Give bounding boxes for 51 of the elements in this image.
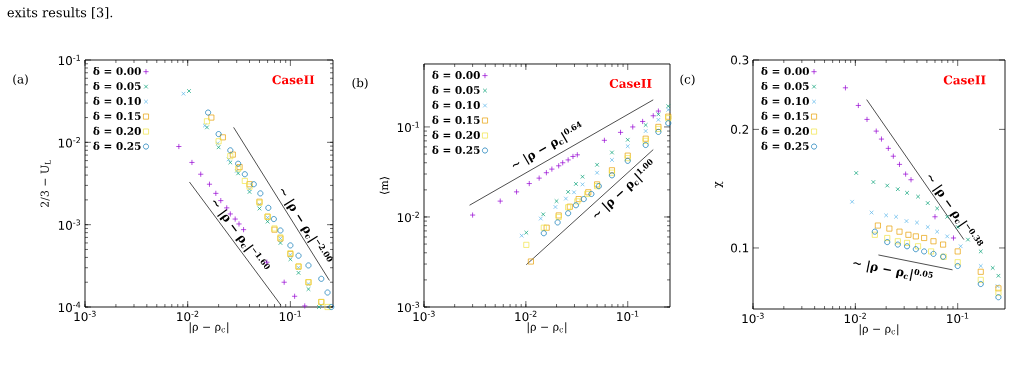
x-tick-label: 10$^{-3}$ bbox=[413, 310, 435, 322]
y-tick-label: 10$^{-4}$ bbox=[58, 301, 81, 313]
annotation: CaseII bbox=[609, 78, 652, 88]
y-tick-label: 10$^{-3}$ bbox=[58, 219, 81, 230]
text: exits results [3]. bbox=[7, 7, 113, 19]
annotation: CaseII bbox=[943, 75, 986, 85]
legend-label: δ = 0.00 bbox=[432, 70, 480, 79]
x-tick-label: 10$^{-2}$ bbox=[515, 310, 537, 322]
y-axis-title: 2/3 − U$_{L}$ bbox=[40, 159, 51, 208]
legend-label: δ = 0.25 bbox=[432, 145, 480, 154]
legend-label: δ = 0.10 bbox=[93, 96, 141, 106]
x-tick-label: 10$^{-2}$ bbox=[177, 310, 199, 322]
legend-label: δ = 0.00 bbox=[761, 66, 809, 76]
annotation: CaseII bbox=[272, 75, 315, 85]
legend-label: δ = 0.05 bbox=[432, 85, 480, 94]
y-axis-title: ⟨m⟩ bbox=[379, 177, 390, 194]
legend-label: δ = 0.10 bbox=[761, 96, 809, 106]
x-axis-title: |ρ − ρ$_{c}$| bbox=[189, 322, 229, 334]
y-tick-label: 10$^{-2}$ bbox=[397, 211, 419, 223]
legend-label: δ = 0.05 bbox=[93, 81, 141, 91]
y-axis-title: χ bbox=[714, 181, 724, 188]
legend-label: δ = 0.20 bbox=[761, 126, 809, 135]
x-tick-label: 10$^{-2}$ bbox=[844, 312, 866, 324]
x-tick-label: 10$^{-1}$ bbox=[279, 310, 301, 322]
legend-label: δ = 0.05 bbox=[761, 81, 809, 91]
legend-label: δ = 0.00 bbox=[93, 66, 141, 76]
y-tick-label: 0.3 bbox=[731, 55, 749, 65]
annotation: ∼ |ρ − ρ$_{c}$|$^{0.05}$ bbox=[853, 260, 933, 282]
legend-label: δ = 0.20 bbox=[93, 126, 141, 135]
legend-label: δ = 0.25 bbox=[761, 141, 809, 150]
x-axis-title: |ρ − ρ$_{c}$| bbox=[527, 322, 567, 334]
x-tick-label: 10$^{-1}$ bbox=[617, 310, 639, 322]
x-tick-label: 10$^{-3}$ bbox=[74, 310, 96, 322]
text: (a) bbox=[13, 74, 28, 86]
legend-label: δ = 0.15 bbox=[93, 111, 141, 120]
x-tick-label: 10$^{-3}$ bbox=[742, 312, 764, 324]
y-tick-label: 10$^{-2}$ bbox=[58, 137, 80, 148]
y-tick-label: 0.1 bbox=[731, 243, 749, 253]
y-tick-label: 10$^{-1}$ bbox=[58, 54, 80, 66]
y-tick-label: 10$^{-1}$ bbox=[397, 121, 419, 133]
x-axis-title: |ρ − ρ$_{c}$| bbox=[859, 324, 899, 336]
text: (c) bbox=[680, 74, 695, 86]
legend-label: δ = 0.25 bbox=[93, 141, 141, 150]
legend-label: δ = 0.15 bbox=[432, 115, 480, 124]
text: (b) bbox=[352, 77, 368, 89]
legend-label: δ = 0.15 bbox=[761, 111, 809, 120]
y-tick-label: 0.2 bbox=[731, 124, 749, 134]
legend-label: δ = 0.10 bbox=[432, 100, 480, 109]
y-tick-label: 10$^{-3}$ bbox=[397, 301, 420, 313]
x-tick-label: 10$^{-1}$ bbox=[947, 312, 969, 324]
legend-label: δ = 0.20 bbox=[432, 130, 480, 139]
